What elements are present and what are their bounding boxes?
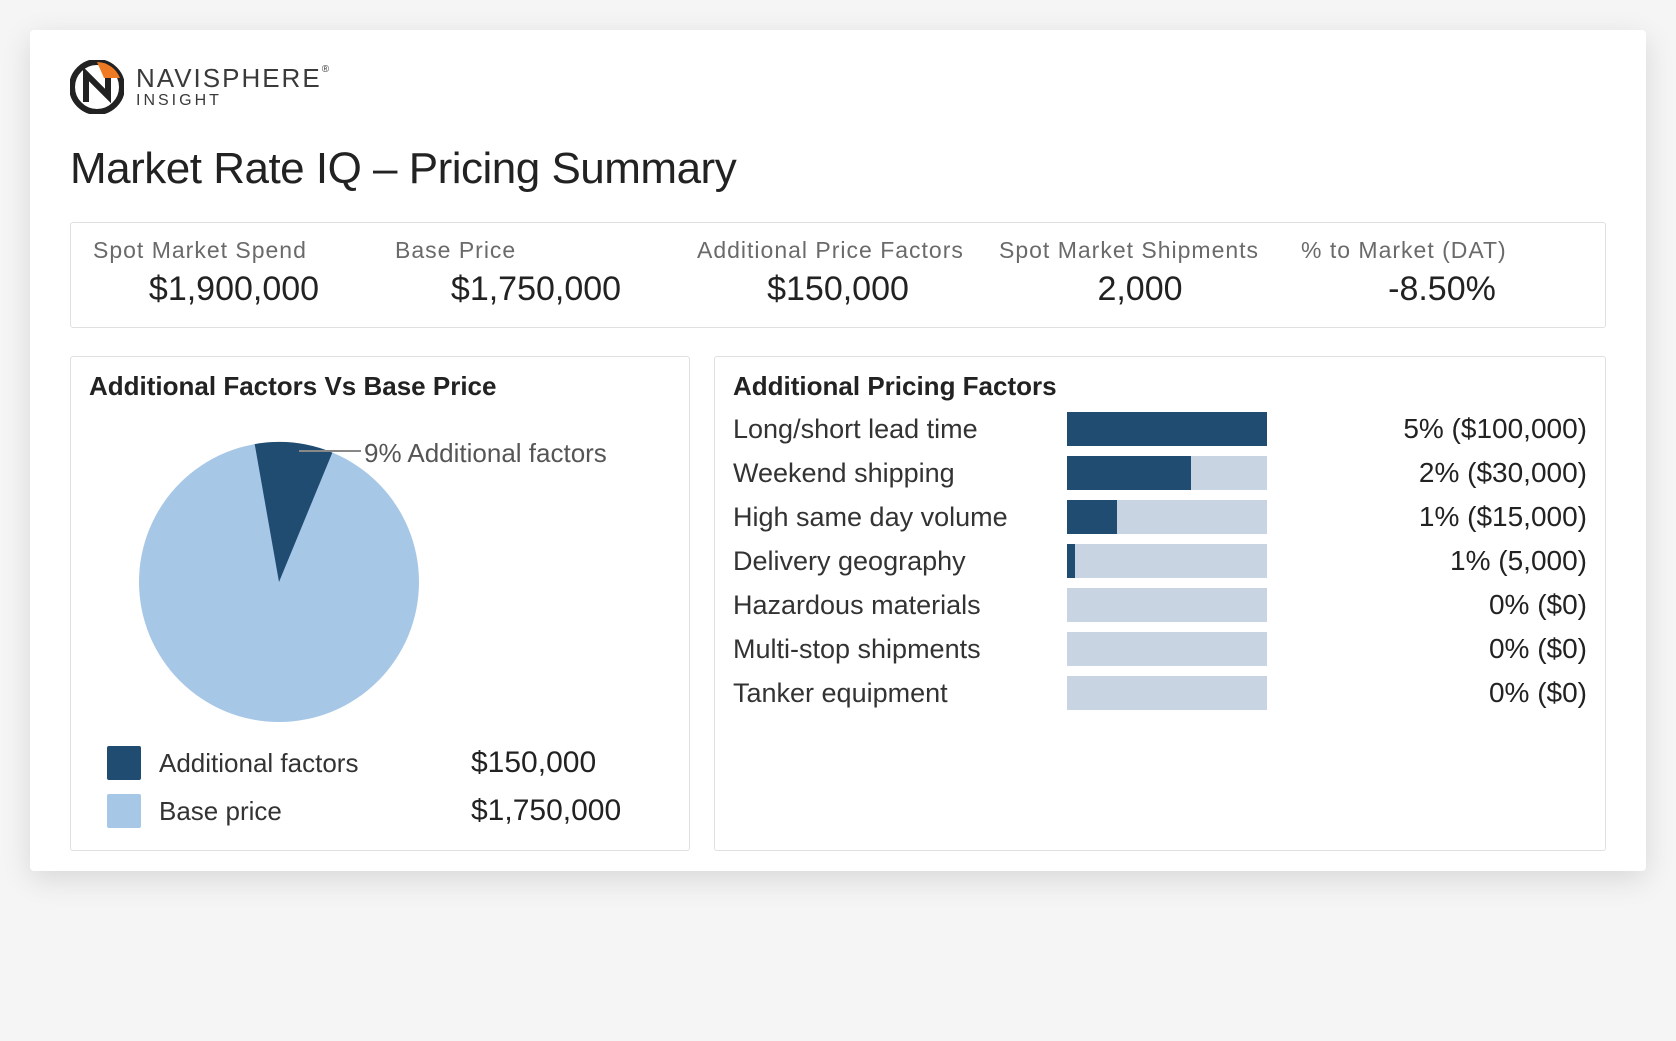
factor-bar (1067, 676, 1267, 710)
kpi-value: -8.50% (1301, 270, 1583, 309)
brand-name-line2: INSIGHT (136, 93, 331, 109)
kpi-value: 2,000 (999, 270, 1281, 309)
kpi-label: Spot Market Spend (93, 237, 375, 264)
factor-row: Long/short lead time 5% ($100,000) (733, 412, 1587, 446)
legend-swatch (107, 794, 141, 828)
kpi-value: $1,900,000 (93, 270, 375, 309)
factors-panel: Additional Pricing Factors Long/short le… (714, 356, 1606, 851)
kpi-item: Spot Market Shipments 2,000 (989, 237, 1291, 309)
pie-panel-title: Additional Factors Vs Base Price (89, 371, 671, 402)
factor-value: 1% (5,000) (1281, 545, 1587, 577)
factor-bar (1067, 456, 1267, 490)
kpi-label: % to Market (DAT) (1301, 237, 1583, 264)
kpi-label: Additional Price Factors (697, 237, 979, 264)
factor-bar (1067, 544, 1267, 578)
factor-label: High same day volume (733, 502, 1053, 533)
factor-value: 0% ($0) (1281, 677, 1587, 709)
factor-label: Delivery geography (733, 546, 1053, 577)
factor-value: 1% ($15,000) (1281, 501, 1587, 533)
factor-bar (1067, 632, 1267, 666)
factor-row: Multi-stop shipments 0% ($0) (733, 632, 1587, 666)
navisphere-logo-icon (70, 60, 124, 114)
legend-value: $1,750,000 (471, 794, 671, 828)
kpi-value: $150,000 (697, 270, 979, 309)
brand-logo: NAVISPHERE® INSIGHT (70, 60, 1606, 114)
factor-row: Delivery geography 1% (5,000) (733, 544, 1587, 578)
page-title: Market Rate IQ – Pricing Summary (70, 144, 1606, 194)
factor-value: 0% ($0) (1281, 589, 1587, 621)
factor-bar (1067, 500, 1267, 534)
panels-row: Additional Factors Vs Base Price 9% Addi… (70, 356, 1606, 851)
factors-panel-title: Additional Pricing Factors (733, 371, 1587, 402)
brand-name: NAVISPHERE® INSIGHT (136, 65, 331, 109)
factor-label: Multi-stop shipments (733, 634, 1053, 665)
pie-leader-line (299, 450, 361, 452)
factor-row: Weekend shipping 2% ($30,000) (733, 456, 1587, 490)
factor-bar (1067, 412, 1267, 446)
factor-bar (1067, 588, 1267, 622)
legend-swatch (107, 746, 141, 780)
factor-bar-fill (1067, 412, 1267, 446)
factor-label: Long/short lead time (733, 414, 1053, 445)
factor-value: 2% ($30,000) (1281, 457, 1587, 489)
pie-legend-row: Base price$1,750,000 (107, 794, 671, 828)
factor-row: Hazardous materials 0% ($0) (733, 588, 1587, 622)
legend-label: Base price (159, 796, 471, 827)
brand-name-line1: NAVISPHERE (136, 63, 322, 93)
factors-list: Long/short lead time 5% ($100,000) Weekend… (733, 412, 1587, 710)
pie-chart: 9% Additional factors (89, 412, 671, 732)
factor-label: Tanker equipment (733, 678, 1053, 709)
factor-bar-fill (1067, 544, 1075, 578)
legend-value: $150,000 (471, 746, 671, 780)
factor-bar-fill (1067, 500, 1117, 534)
kpi-label: Base Price (395, 237, 677, 264)
kpi-item: Additional Price Factors $150,000 (687, 237, 989, 309)
pie-legend: Additional factors$150,000Base price$1,7… (89, 746, 671, 828)
pie-panel: Additional Factors Vs Base Price 9% Addi… (70, 356, 690, 851)
kpi-value: $1,750,000 (395, 270, 677, 309)
registered-mark: ® (322, 64, 331, 75)
factor-row: Tanker equipment 0% ($0) (733, 676, 1587, 710)
pie-callout: 9% Additional factors (364, 438, 607, 469)
factor-value: 0% ($0) (1281, 633, 1587, 665)
factor-value: 5% ($100,000) (1281, 413, 1587, 445)
factor-label: Weekend shipping (733, 458, 1053, 489)
kpi-bar: Spot Market Spend $1,900,000 Base Price $1,… (70, 222, 1606, 328)
kpi-label: Spot Market Shipments (999, 237, 1281, 264)
legend-label: Additional factors (159, 748, 471, 779)
kpi-item: % to Market (DAT) -8.50% (1291, 237, 1593, 309)
dashboard-card: NAVISPHERE® INSIGHT Market Rate IQ – Pri… (30, 30, 1646, 871)
factor-label: Hazardous materials (733, 590, 1053, 621)
kpi-item: Spot Market Spend $1,900,000 (83, 237, 385, 309)
factor-row: High same day volume 1% ($15,000) (733, 500, 1587, 534)
factor-bar-fill (1067, 456, 1191, 490)
kpi-item: Base Price $1,750,000 (385, 237, 687, 309)
pie-legend-row: Additional factors$150,000 (107, 746, 671, 780)
